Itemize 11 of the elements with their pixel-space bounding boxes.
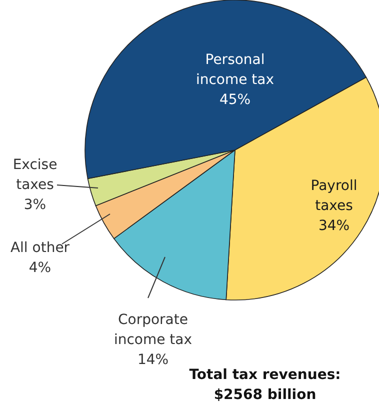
data-label: 14%: [137, 352, 169, 368]
slice-label: Personal income tax: [196, 52, 274, 88]
slice-label: Excise taxes: [12, 157, 58, 193]
text: Total tax revenues: $2568 billion: [189, 367, 341, 403]
slice-label: Corporate income tax: [114, 312, 192, 348]
data-label: 34%: [318, 218, 350, 234]
data-label: 45%: [219, 92, 251, 108]
data-label: 4%: [28, 260, 52, 276]
slice-label: Payroll taxes: [310, 178, 358, 214]
slice-label: All other: [10, 240, 70, 256]
data-label: 3%: [24, 197, 46, 213]
